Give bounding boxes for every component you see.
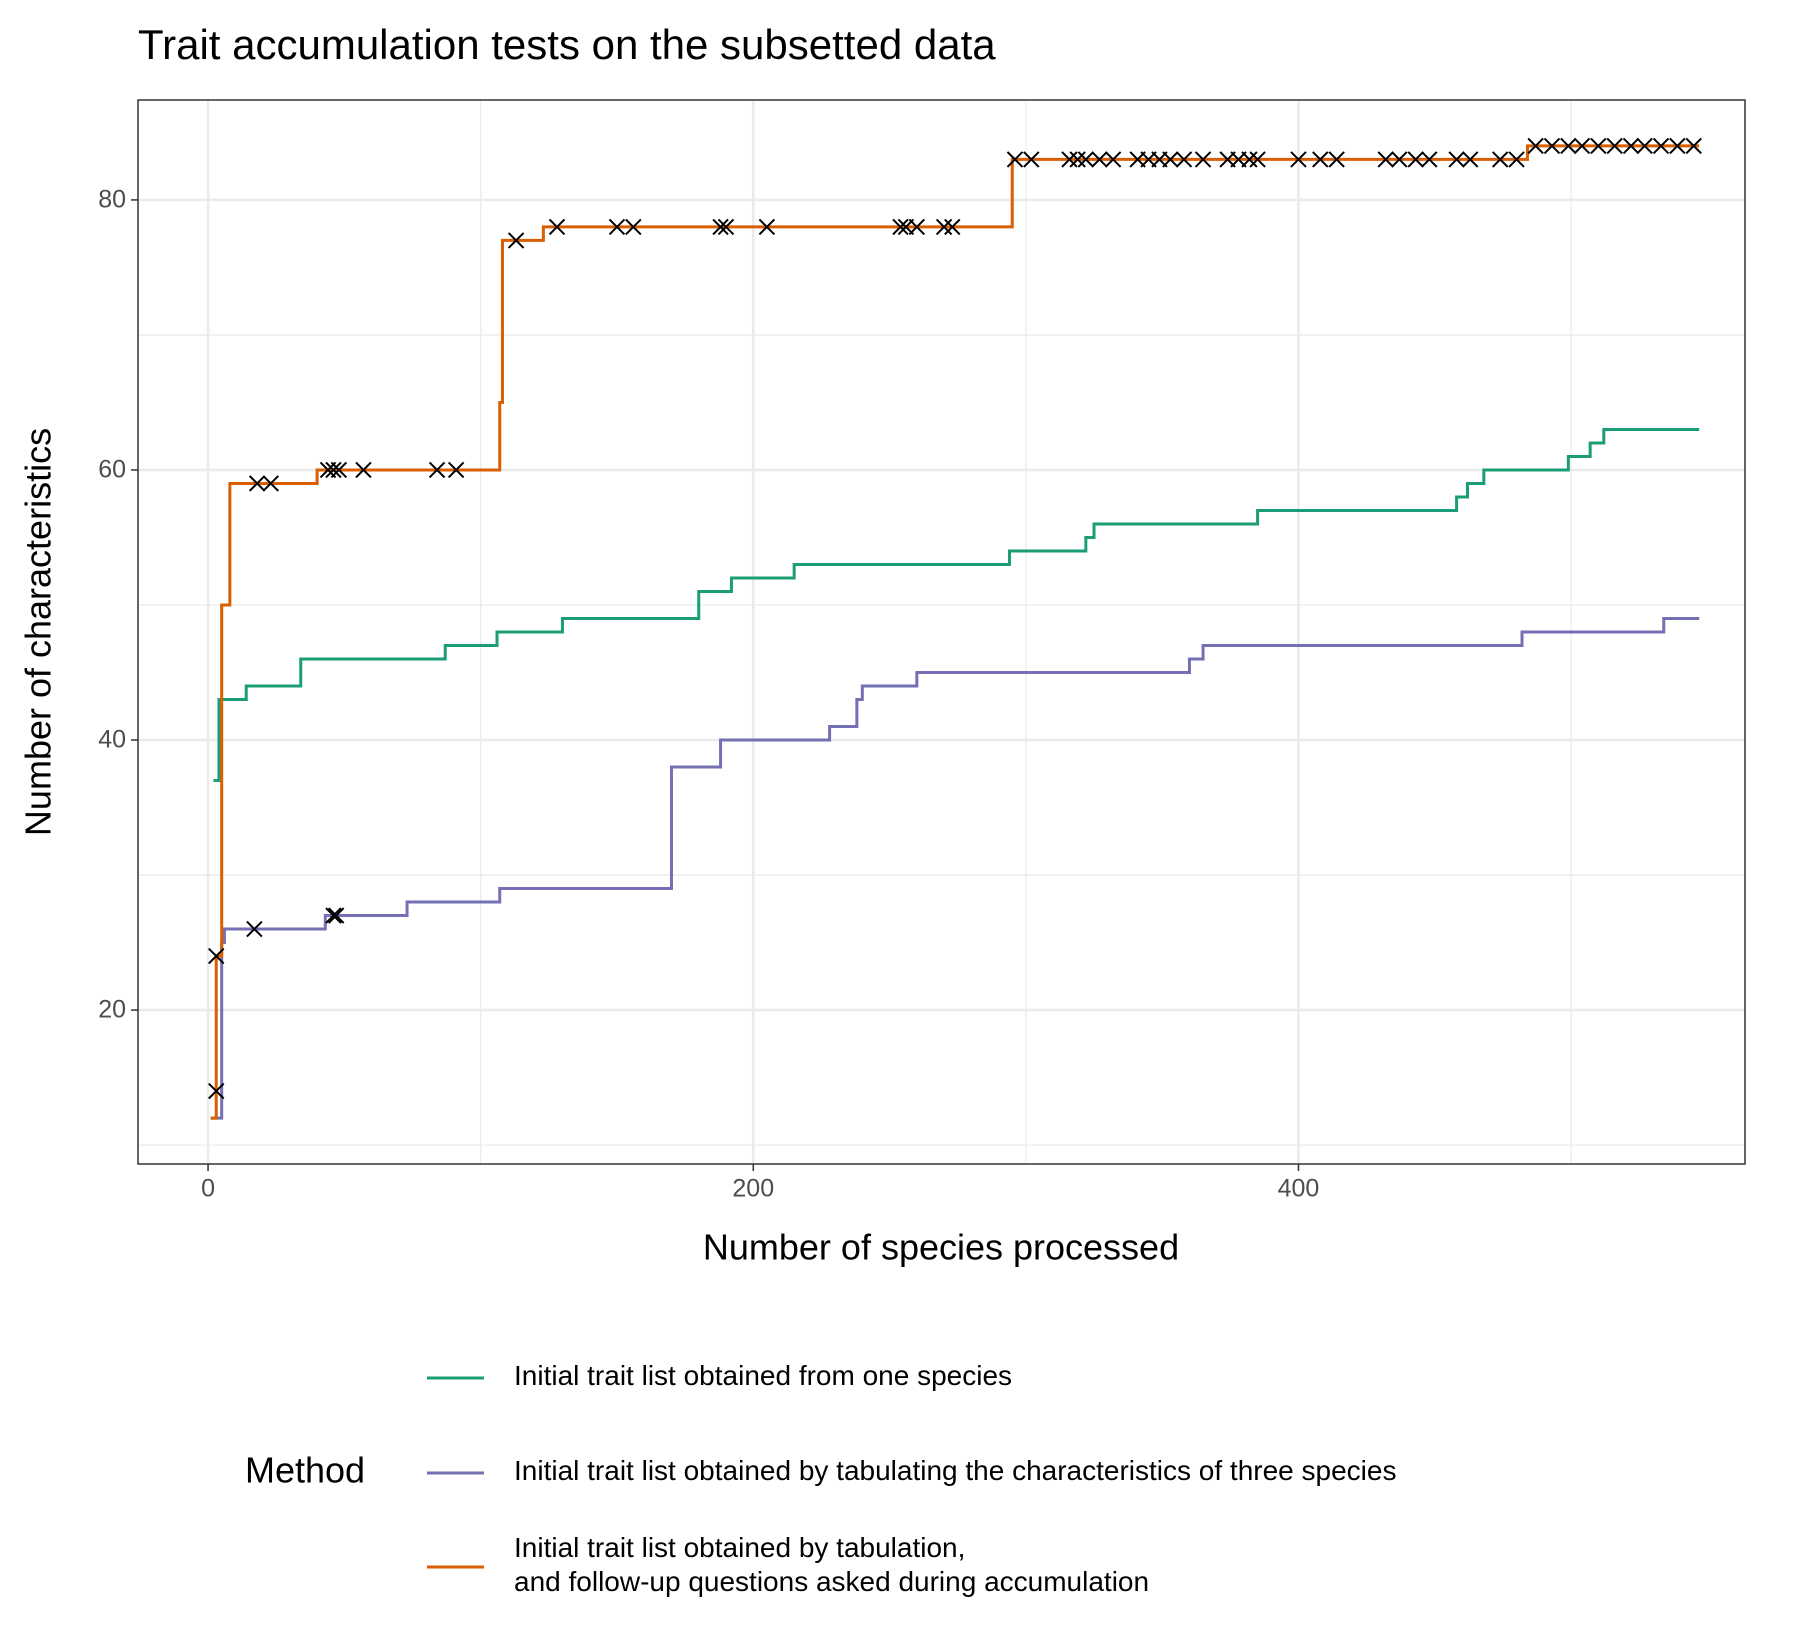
cross-marker xyxy=(507,232,525,249)
cross-marker xyxy=(1241,151,1258,168)
cross-marker xyxy=(1560,137,1577,155)
cross-marker xyxy=(1407,151,1424,168)
cross-marker xyxy=(908,218,926,236)
cross-marker xyxy=(248,475,266,492)
cross-marker xyxy=(1527,137,1544,155)
y-tick-label: 80 xyxy=(98,186,126,214)
cross-marker xyxy=(1194,151,1212,168)
cross-marker xyxy=(758,218,776,236)
cross-marker xyxy=(1590,137,1607,155)
legend-title: Method xyxy=(245,1450,365,1491)
y-axis-label: Number of characteristics xyxy=(18,428,59,836)
x-tick-label: 400 xyxy=(1278,1175,1320,1203)
cross-marker xyxy=(1573,137,1591,155)
cross-marker xyxy=(1069,151,1086,168)
cross-marker xyxy=(208,947,225,965)
cross-marker xyxy=(625,218,642,236)
legend-label: Initial trait list obtained by tabulatio… xyxy=(514,1532,1149,1597)
cross-marker xyxy=(1491,151,1509,168)
x-tick-label: 200 xyxy=(732,1175,774,1203)
legend-line: and follow-up questions asked during acc… xyxy=(514,1566,1149,1597)
cross-marker xyxy=(1669,137,1686,155)
cross-marker xyxy=(1622,137,1640,155)
cross-marker xyxy=(1175,151,1193,168)
cross-marker xyxy=(1448,151,1465,168)
chart-title: Trait accumulation tests on the subsette… xyxy=(138,21,996,68)
cross-marker xyxy=(1606,137,1623,155)
legend-line: Initial trait list obtained by tabulatin… xyxy=(514,1455,1396,1486)
cross-marker xyxy=(1652,137,1670,155)
cross-marker xyxy=(1023,151,1040,168)
cross-marker xyxy=(1508,151,1525,168)
cross-marker xyxy=(892,218,909,236)
cross-marker xyxy=(355,461,372,479)
cross-marker xyxy=(325,461,342,479)
cross-marker xyxy=(1377,151,1394,168)
cross-marker xyxy=(325,907,342,924)
x-tick-label: 0 xyxy=(201,1175,215,1203)
y-tick-label: 40 xyxy=(98,726,126,754)
plot-border xyxy=(137,99,1746,1165)
cross-marker xyxy=(1077,151,1095,168)
cross-marker xyxy=(1290,151,1307,168)
cross-marker xyxy=(428,461,446,479)
cross-marker xyxy=(330,461,348,479)
y-tick-label: 60 xyxy=(98,456,126,484)
cross-marker xyxy=(1328,151,1345,168)
cross-marker xyxy=(1636,137,1653,155)
cross-marker xyxy=(1421,151,1438,168)
cross-marker xyxy=(246,920,263,938)
cross-marker xyxy=(548,218,566,236)
cross-marker xyxy=(208,1082,225,1100)
cross-marker xyxy=(1061,151,1078,168)
cross-marker xyxy=(327,907,345,924)
cross-marker xyxy=(1104,151,1122,168)
series-line xyxy=(213,427,1700,783)
cross-marker xyxy=(1162,151,1179,168)
cross-marker xyxy=(935,218,953,236)
cross-marker xyxy=(1312,151,1329,168)
cross-marker xyxy=(712,218,729,236)
cross-marker xyxy=(1543,137,1561,155)
cross-marker xyxy=(1091,151,1108,168)
cross-marker xyxy=(1462,151,1479,168)
cross-marker xyxy=(717,218,735,236)
series-line xyxy=(210,144,1700,1120)
cross-marker xyxy=(1006,151,1024,168)
cross-marker xyxy=(1685,137,1702,155)
y-tick-label: 20 xyxy=(98,996,126,1024)
legend-line: Initial trait list obtained by tabulatio… xyxy=(514,1532,965,1563)
cross-marker xyxy=(608,218,626,236)
x-axis-label: Number of species processed xyxy=(703,1227,1179,1268)
series-line xyxy=(210,616,1700,1120)
legend-label: Initial trait list obtained from one spe… xyxy=(514,1360,1012,1391)
cross-marker xyxy=(262,475,279,492)
legend-label: Initial trait list obtained by tabulatin… xyxy=(514,1455,1396,1486)
cross-marker xyxy=(447,461,465,479)
cross-marker xyxy=(1391,151,1408,168)
legend-line: Initial trait list obtained from one spe… xyxy=(514,1360,1012,1391)
cross-marker xyxy=(944,218,961,236)
cross-marker xyxy=(1249,151,1266,168)
